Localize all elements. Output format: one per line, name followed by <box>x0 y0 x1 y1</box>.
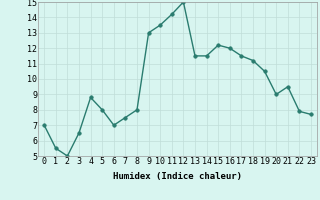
X-axis label: Humidex (Indice chaleur): Humidex (Indice chaleur) <box>113 172 242 181</box>
